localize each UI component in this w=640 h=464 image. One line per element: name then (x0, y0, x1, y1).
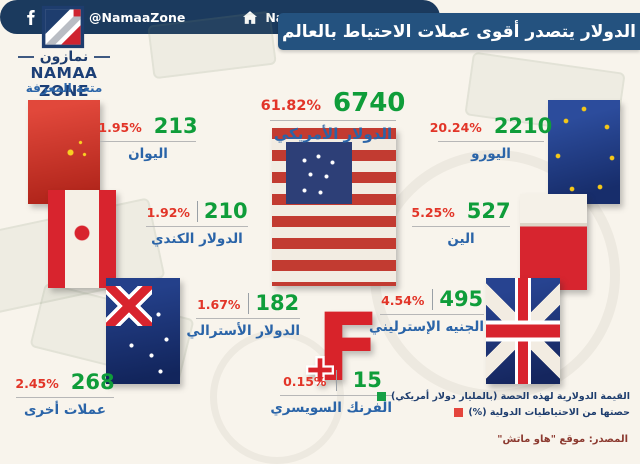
value-billions: 6740 (333, 88, 406, 118)
currency-label: الدولار الكندي (151, 231, 243, 247)
stat-row: 1.92% 210 (146, 201, 248, 227)
home-icon (243, 10, 258, 24)
share-percent: 0.15% (283, 374, 327, 389)
currency-group-other: 2.45% 268 عملات أخرى (15, 370, 115, 419)
swiss-franc-icon: F (306, 302, 380, 396)
value-billions: 15 (352, 368, 382, 392)
euro-icon: € (548, 100, 621, 204)
social-handle: @NamaaZone (89, 9, 186, 25)
share-percent: 1.67% (197, 297, 241, 312)
us-dollar-icon: $ (272, 128, 396, 286)
currency-group-cny: 1.95% 213 اليوان (98, 114, 198, 163)
share-percent: 2.45% (15, 376, 59, 391)
currency-label: الدولار الأمريكي (273, 125, 393, 143)
share-percent: 5.25% (411, 205, 455, 220)
stat-divider (196, 201, 198, 222)
currency-label: الين (447, 231, 475, 247)
share-percent: 1.92% (146, 205, 190, 220)
share-percent: 4.54% (381, 293, 425, 308)
value-billions: 182 (255, 291, 300, 315)
value-billions: 495 (439, 287, 484, 311)
logo-arabic-name: نمازون (8, 49, 120, 65)
currency-group-aud: 1.67% 182 الدولار الأسترالي (186, 293, 300, 339)
page-title: الدولار يتصدر أقوى عملات الاحتياط بالعال… (282, 21, 637, 42)
value-billions: 527 (466, 199, 511, 223)
legend-item-share: حصتها من الاحتياطيات الدولية (%) (377, 407, 630, 418)
logo-tagline: متعة المعرفة (25, 81, 103, 95)
stat-row: 1.95% 213 (98, 114, 198, 142)
currency-label: عملات أخرى (24, 402, 106, 418)
value-billions: 210 (203, 199, 248, 223)
stat-row: 0.15% 15 (280, 370, 392, 396)
stat-divider (431, 289, 433, 310)
stat-row: 5.25% 527 (411, 199, 511, 227)
pound-sterling-icon: £ (486, 278, 560, 384)
namaa-zone-logo-icon (41, 5, 85, 49)
logo-latin-name: NAMAA ZONE (30, 64, 98, 100)
currency-group-chf: 0.15% 15 الفرنك السويسري (270, 370, 392, 416)
currency-group-jpy: 5.25% 527 الين (411, 199, 511, 248)
japanese-yen-icon: ¥ (520, 194, 587, 290)
share-percent: 20.24% (429, 120, 482, 135)
stat-row: 4.54% 495 (380, 289, 484, 315)
currency-label: الفرنك السويسري (270, 400, 392, 416)
value-billions: 213 (153, 114, 198, 138)
value-billions: 2210 (493, 114, 553, 138)
chinese-yuan-icon: ¥ (28, 100, 101, 204)
stat-divider (247, 293, 249, 314)
stat-row: 61.82% 6740 (261, 90, 405, 121)
share-percent: 1.95% (98, 120, 142, 135)
stat-row: 20.24% 2210 (430, 116, 552, 142)
source-note: المصدر: موقع "هاو ماتش" (497, 434, 628, 445)
facebook-icon (26, 9, 35, 25)
canadian-dollar-icon: $ (48, 190, 117, 288)
swiss-cross-icon (306, 356, 334, 384)
stat-row: 2.45% 268 (15, 370, 115, 398)
currency-label: الجنيه الإسترليني (369, 319, 484, 335)
currency-label: الدولار الأسترالي (186, 323, 300, 339)
legend-green-swatch (377, 392, 387, 401)
currency-group-gbp: 4.54% 495 الجنيه الإسترليني (369, 289, 484, 335)
title-banner: الدولار يتصدر أقوى عملات الاحتياط بالعال… (278, 13, 640, 50)
legend: القيمة الدولارية لهذه الحصة (بالمليار دو… (377, 391, 630, 423)
legend-red-swatch (454, 408, 464, 417)
currency-group-cad: 1.92% 210 الدولار الكندي (146, 201, 248, 247)
legend-item-value: القيمة الدولارية لهذه الحصة (بالمليار دو… (377, 391, 630, 402)
stat-divider (335, 370, 337, 391)
currency-group-usd: 61.82% 6740 الدولار الأمريكي (261, 90, 406, 143)
background-coin-decor (210, 330, 344, 464)
stat-row: 1.67% 182 (196, 293, 300, 319)
share-percent: 61.82% (260, 98, 322, 114)
australian-dollar-icon: $ (106, 278, 180, 384)
currency-group-eur: 20.24% 2210 اليورو (430, 116, 553, 163)
currency-label: اليوان (128, 146, 168, 162)
currency-label: اليورو (471, 146, 511, 162)
value-billions: 268 (70, 370, 115, 394)
